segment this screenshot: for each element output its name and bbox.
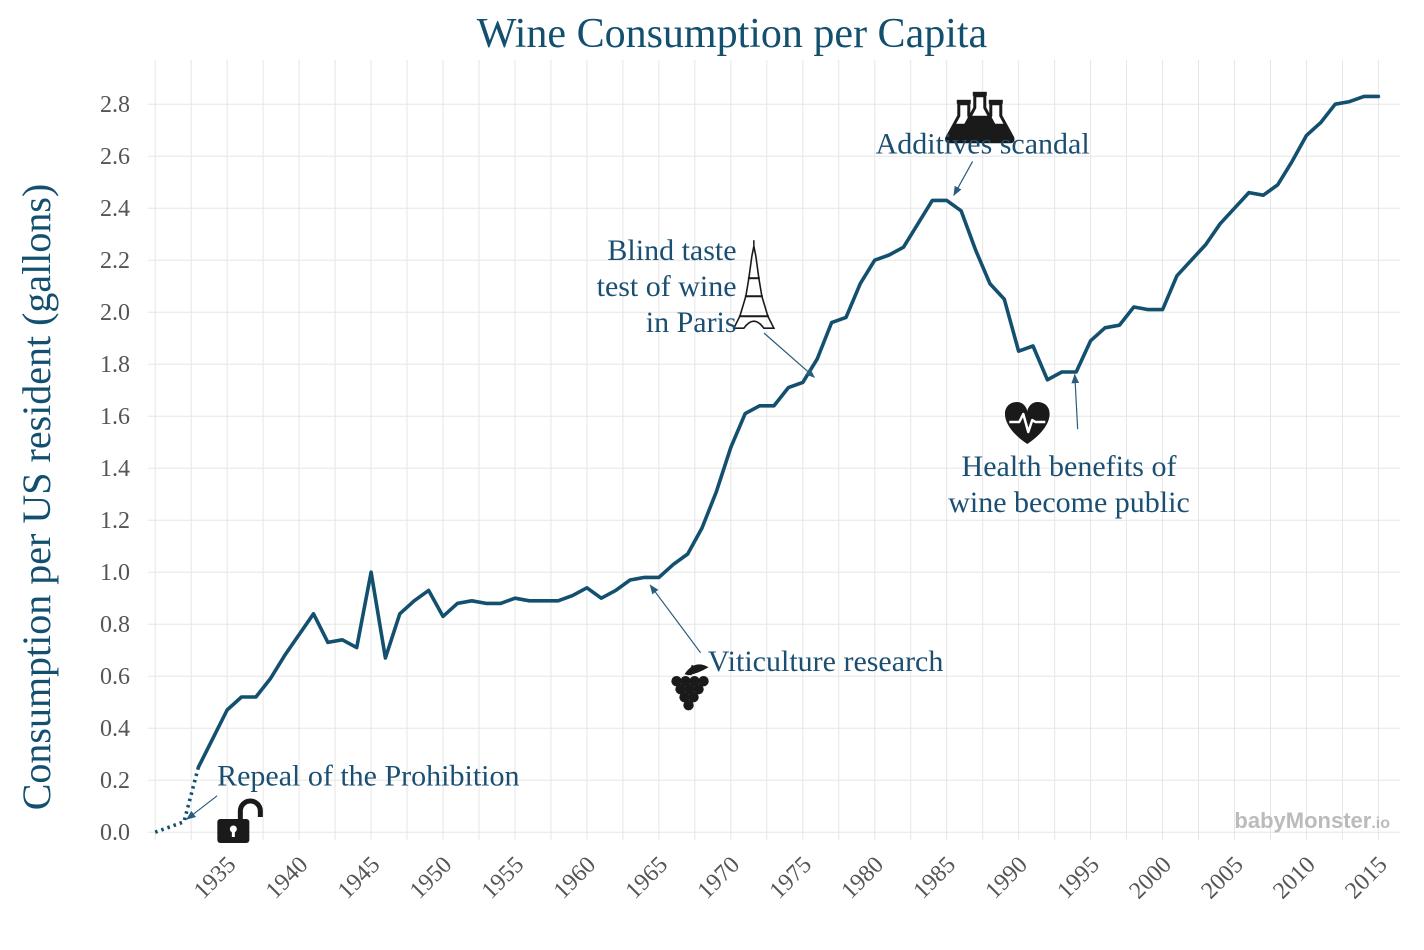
annotation-arrow-viticulture bbox=[649, 584, 702, 654]
y-tick-label: 1.4 bbox=[100, 456, 130, 482]
y-tick-label: 0.0 bbox=[100, 820, 130, 846]
annotation-text-viticulture: Viticulture research bbox=[708, 645, 944, 678]
grid bbox=[148, 60, 1400, 840]
grapes-icon bbox=[671, 664, 709, 711]
x-tick-label: 2010 bbox=[1268, 852, 1320, 904]
y-axis-ticks: 0.0 0.2 0.4 0.6 0.8 1.0 1.2 1.4 1.6 1.8 2.0 2.2 2.4 2… bbox=[100, 92, 130, 846]
annotation-additives: Additives scandal bbox=[876, 91, 1090, 197]
x-tick-label: 1935 bbox=[189, 852, 241, 904]
annotation-text-health: Health benefits of bbox=[962, 450, 1177, 483]
annotation-arrow-paris bbox=[763, 332, 816, 378]
x-tick-label: 1940 bbox=[261, 852, 313, 904]
unlock-icon bbox=[217, 798, 263, 843]
x-tick-label: 1995 bbox=[1053, 852, 1105, 904]
watermark-brand: babyMonster bbox=[1234, 808, 1371, 833]
annotation-arrow-health bbox=[1071, 373, 1080, 430]
x-tick-label: 1965 bbox=[621, 852, 673, 904]
x-tick-label: 1980 bbox=[837, 852, 889, 904]
y-tick-label: 2.2 bbox=[100, 248, 130, 274]
watermark: babyMonster.io bbox=[1234, 808, 1390, 833]
y-tick-label: 0.2 bbox=[100, 768, 130, 794]
x-tick-label: 2005 bbox=[1196, 852, 1248, 904]
x-tick-label: 1960 bbox=[549, 852, 601, 904]
x-tick-label: 1950 bbox=[405, 852, 457, 904]
annotation-arrow-additives bbox=[953, 161, 974, 197]
y-tick-label: 0.4 bbox=[100, 716, 130, 742]
annotation-text-prohibition: Repeal of the Prohibition bbox=[217, 759, 519, 792]
eiffel-tower-icon bbox=[732, 240, 776, 330]
y-tick-label: 2.8 bbox=[100, 92, 130, 118]
x-tick-label: 2015 bbox=[1340, 852, 1392, 904]
y-tick-label: 1.0 bbox=[100, 560, 130, 586]
watermark-suffix: .io bbox=[1371, 815, 1390, 832]
x-axis-ticks: 1935 1940 1945 1950 1955 1960 1965 1970 1975 1980… bbox=[189, 852, 1393, 904]
y-tick-label: 2.6 bbox=[100, 144, 130, 170]
annotation-text-additives: Additives scandal bbox=[876, 128, 1090, 161]
x-tick-label: 1990 bbox=[981, 852, 1033, 904]
annotation-text-paris: in Paris bbox=[646, 306, 737, 339]
y-tick-label: 1.8 bbox=[100, 352, 130, 378]
heart-pulse-icon bbox=[1004, 402, 1050, 444]
annotation-text-health: wine become public bbox=[948, 486, 1190, 519]
annotation-arrow-prohibition bbox=[186, 795, 218, 820]
annotation-text-paris: test of wine bbox=[597, 270, 737, 303]
y-tick-label: 1.2 bbox=[100, 508, 130, 534]
x-tick-label: 1945 bbox=[333, 852, 385, 904]
y-tick-label: 0.8 bbox=[100, 612, 130, 638]
annotation-viticulture: Viticulture research bbox=[649, 584, 944, 711]
series-line-consumption bbox=[196, 94, 1381, 770]
x-tick-label: 1975 bbox=[765, 852, 817, 904]
y-tick-label: 2.0 bbox=[100, 300, 130, 326]
series-line-prohibition-dotted bbox=[154, 766, 201, 834]
annotation-text-paris: Blind taste bbox=[607, 234, 736, 267]
chart-title: Wine Consumption per Capita bbox=[477, 11, 988, 57]
annotations: Repeal of the Prohibition Viticulture res… bbox=[186, 91, 1190, 843]
y-axis-label: Consumption per US resident (gallons) bbox=[14, 184, 59, 811]
x-tick-label: 1955 bbox=[477, 852, 529, 904]
y-tick-label: 0.6 bbox=[100, 664, 130, 690]
x-tick-label: 2000 bbox=[1124, 852, 1176, 904]
y-tick-label: 2.4 bbox=[100, 196, 130, 222]
x-tick-label: 1970 bbox=[693, 852, 745, 904]
flasks-icon bbox=[945, 91, 1015, 144]
y-tick-label: 1.6 bbox=[100, 404, 130, 430]
annotation-prohibition: Repeal of the Prohibition bbox=[186, 759, 520, 843]
series-layer bbox=[154, 94, 1381, 834]
x-tick-label: 1985 bbox=[909, 852, 961, 904]
